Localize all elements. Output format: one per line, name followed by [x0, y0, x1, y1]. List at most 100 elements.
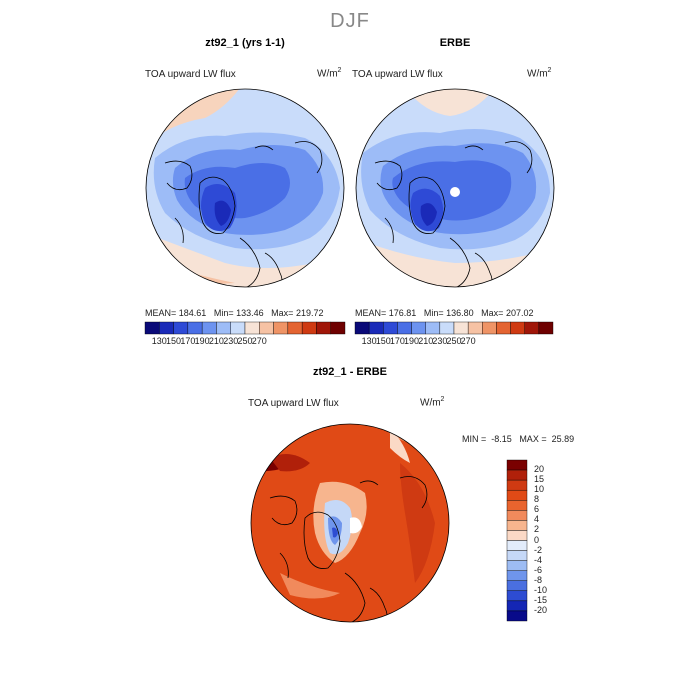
colorbar-tick-label: -8: [534, 574, 543, 585]
difference-units-label: W/m2: [420, 396, 445, 409]
colorbar-tick-label: 250: [446, 336, 462, 346]
difference-strong-region-nw: [270, 454, 310, 472]
colorbar-tick-label: -10: [534, 584, 548, 595]
colorbar-swatch: [259, 321, 274, 335]
colorbar-swatch: [173, 321, 189, 335]
colorbar-tick-label: 210: [418, 336, 434, 346]
colorbar-swatch: [506, 550, 528, 561]
colorbar-tick-label: 270: [460, 336, 476, 346]
difference-core-negative-region: [332, 527, 338, 538]
colorbar-swatch: [506, 580, 528, 592]
colorbar-swatch: [506, 570, 528, 581]
colorbar-swatch: [506, 500, 528, 511]
model-stats: MEAN= 184.61 Min= 133.46 Max= 219.72: [145, 308, 324, 318]
colorbar-swatch: [425, 321, 441, 335]
difference-coastlines: [269, 476, 428, 622]
colorbar-swatch: [159, 321, 174, 335]
colorbar-swatch: [506, 530, 528, 541]
colorbar-swatch: [506, 600, 528, 612]
colorbar-swatch: [506, 610, 528, 622]
colorbar-swatch: [482, 321, 497, 335]
colorbar-swatch: [538, 321, 554, 335]
colorbar-swatch: [230, 321, 246, 335]
colorbar-tick-label: -2: [534, 544, 543, 555]
colorbar-swatch: [506, 590, 528, 602]
difference-map-border: [250, 423, 450, 623]
colorbar-swatch: [506, 510, 528, 521]
colorbar-swatch: [506, 479, 528, 491]
erbe-colorbar: [354, 321, 554, 335]
colorbar-swatch: [510, 321, 525, 335]
difference-light-region-ne: [390, 428, 410, 463]
difference-stats: MIN = -8.15 MAX = 25.89: [462, 434, 575, 444]
erbe-panel-title: ERBE: [439, 37, 471, 49]
colorbar-swatch: [397, 321, 412, 335]
colorbar-swatch: [439, 321, 455, 335]
model-panel-title: zt92_1 (yrs 1-1): [205, 37, 285, 49]
colorbar-swatch: [316, 321, 331, 335]
difference-variable-label: TOA upward LW flux: [248, 398, 339, 409]
erbe-stats: MEAN= 176.81 Min= 136.80 Max= 207.02: [355, 308, 534, 318]
colorbar-swatch: [244, 321, 260, 335]
model-variable-label: TOA upward LW flux: [145, 69, 236, 80]
colorbar-swatch: [411, 321, 426, 335]
difference-moderate-region-sw: [280, 573, 340, 599]
colorbar-tick-label: -15: [534, 594, 548, 605]
colorbar-tick-label: 170: [389, 336, 405, 346]
colorbar-swatch: [216, 321, 231, 335]
colorbar-tick-label: 0: [534, 534, 540, 545]
colorbar-swatch: [201, 321, 217, 335]
colorbar-tick-label: 210: [208, 336, 224, 346]
colorbar-tick-label: 150: [166, 336, 182, 346]
colorbar-tick-label: 230: [223, 336, 239, 346]
colorbar-tick-label: 130: [151, 336, 167, 346]
colorbar-swatch: [506, 459, 528, 471]
colorbar-swatch: [354, 321, 370, 335]
erbe-warm-region-north: [405, 89, 495, 116]
model-map-border: [145, 88, 345, 288]
difference-panel-title: zt92_1 - ERBE: [313, 366, 387, 378]
erbe-map-border: [355, 88, 555, 288]
colorbar-tick-label: 130: [361, 336, 377, 346]
model-greenland-core: [214, 200, 231, 226]
colorbar-swatch: [383, 321, 398, 335]
erbe-greenland-core: [420, 203, 437, 226]
model-units-label: W/m2: [317, 67, 342, 80]
erbe-pole-gap: [450, 187, 460, 197]
colorbar-swatch: [330, 321, 346, 335]
colorbar-tick-label: 10: [534, 484, 545, 495]
difference-colorbar: [506, 459, 528, 622]
erbe-variable-label: TOA upward LW flux: [352, 69, 443, 80]
model-colorbar: [144, 321, 346, 335]
colorbar-swatch: [287, 321, 303, 335]
colorbar-tick-label: 170: [180, 336, 196, 346]
colorbar-swatch: [273, 321, 289, 335]
colorbar-tick-label: 6: [534, 504, 540, 515]
colorbar-tick-label: 250: [237, 336, 253, 346]
colorbar-tick-label: 270: [251, 336, 267, 346]
difference-polar-map: [250, 423, 450, 623]
colorbar-tick-label: 2: [534, 524, 540, 535]
colorbar-tick-label: 4: [534, 514, 540, 525]
colorbar-swatch: [144, 321, 160, 335]
colorbar-tick-label: -6: [534, 564, 543, 575]
colorbar-tick-label: 15: [534, 474, 545, 485]
difference-zero-region: [350, 517, 362, 534]
colorbar-swatch: [453, 321, 469, 335]
colorbar-swatch: [506, 540, 528, 551]
colorbar-tick-label: 190: [194, 336, 210, 346]
model-polar-map: [145, 88, 345, 288]
colorbar-swatch: [187, 321, 203, 335]
model-coastlines: [164, 141, 323, 287]
colorbar-swatch: [506, 520, 528, 531]
colorbar-tick-label: 230: [432, 336, 448, 346]
colorbar-swatch: [467, 321, 483, 335]
colorbar-tick-label: 20: [534, 464, 545, 475]
colorbar-swatch: [301, 321, 317, 335]
colorbar-tick-label: -20: [534, 604, 548, 615]
colorbar-tick-label: 190: [404, 336, 420, 346]
page-title: DJF: [330, 10, 370, 32]
model-colorbar-ticks: 130 150 170 190 210 230 250 270: [145, 336, 345, 348]
difference-colorbar-ticks: 20 15 10 8 6 4 2 0 -2 -4 -6 -8 -10 -15 -20: [534, 460, 574, 621]
difference-strong-region-east: [400, 463, 435, 583]
